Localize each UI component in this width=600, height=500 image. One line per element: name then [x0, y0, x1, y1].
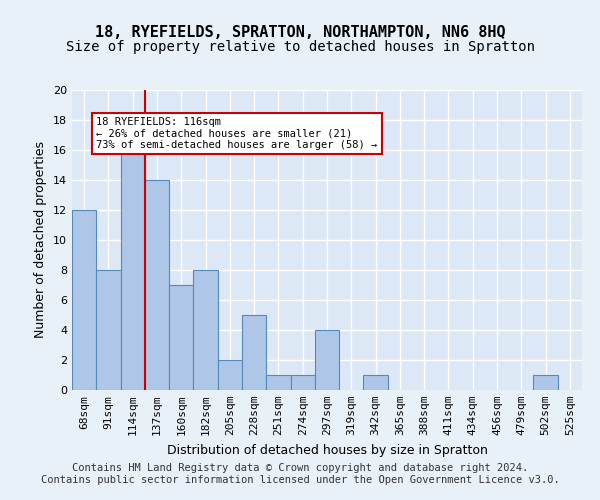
Bar	[169, 285, 193, 390]
Bar	[266, 375, 290, 390]
Y-axis label: Number of detached properties: Number of detached properties	[34, 142, 47, 338]
Bar	[121, 135, 145, 390]
Text: Contains HM Land Registry data © Crown copyright and database right 2024.
Contai: Contains HM Land Registry data © Crown c…	[41, 464, 559, 485]
Bar	[242, 315, 266, 390]
Bar	[290, 375, 315, 390]
Text: Size of property relative to detached houses in Spratton: Size of property relative to detached ho…	[65, 40, 535, 54]
Bar	[145, 180, 169, 390]
Bar	[364, 375, 388, 390]
Text: 18 RYEFIELDS: 116sqm
← 26% of detached houses are smaller (21)
73% of semi-detac: 18 RYEFIELDS: 116sqm ← 26% of detached h…	[96, 117, 377, 150]
Bar	[193, 270, 218, 390]
Bar	[218, 360, 242, 390]
Text: 18, RYEFIELDS, SPRATTON, NORTHAMPTON, NN6 8HQ: 18, RYEFIELDS, SPRATTON, NORTHAMPTON, NN…	[95, 25, 505, 40]
X-axis label: Distribution of detached houses by size in Spratton: Distribution of detached houses by size …	[167, 444, 487, 456]
Bar	[533, 375, 558, 390]
Bar	[72, 210, 96, 390]
Bar	[315, 330, 339, 390]
Bar	[96, 270, 121, 390]
